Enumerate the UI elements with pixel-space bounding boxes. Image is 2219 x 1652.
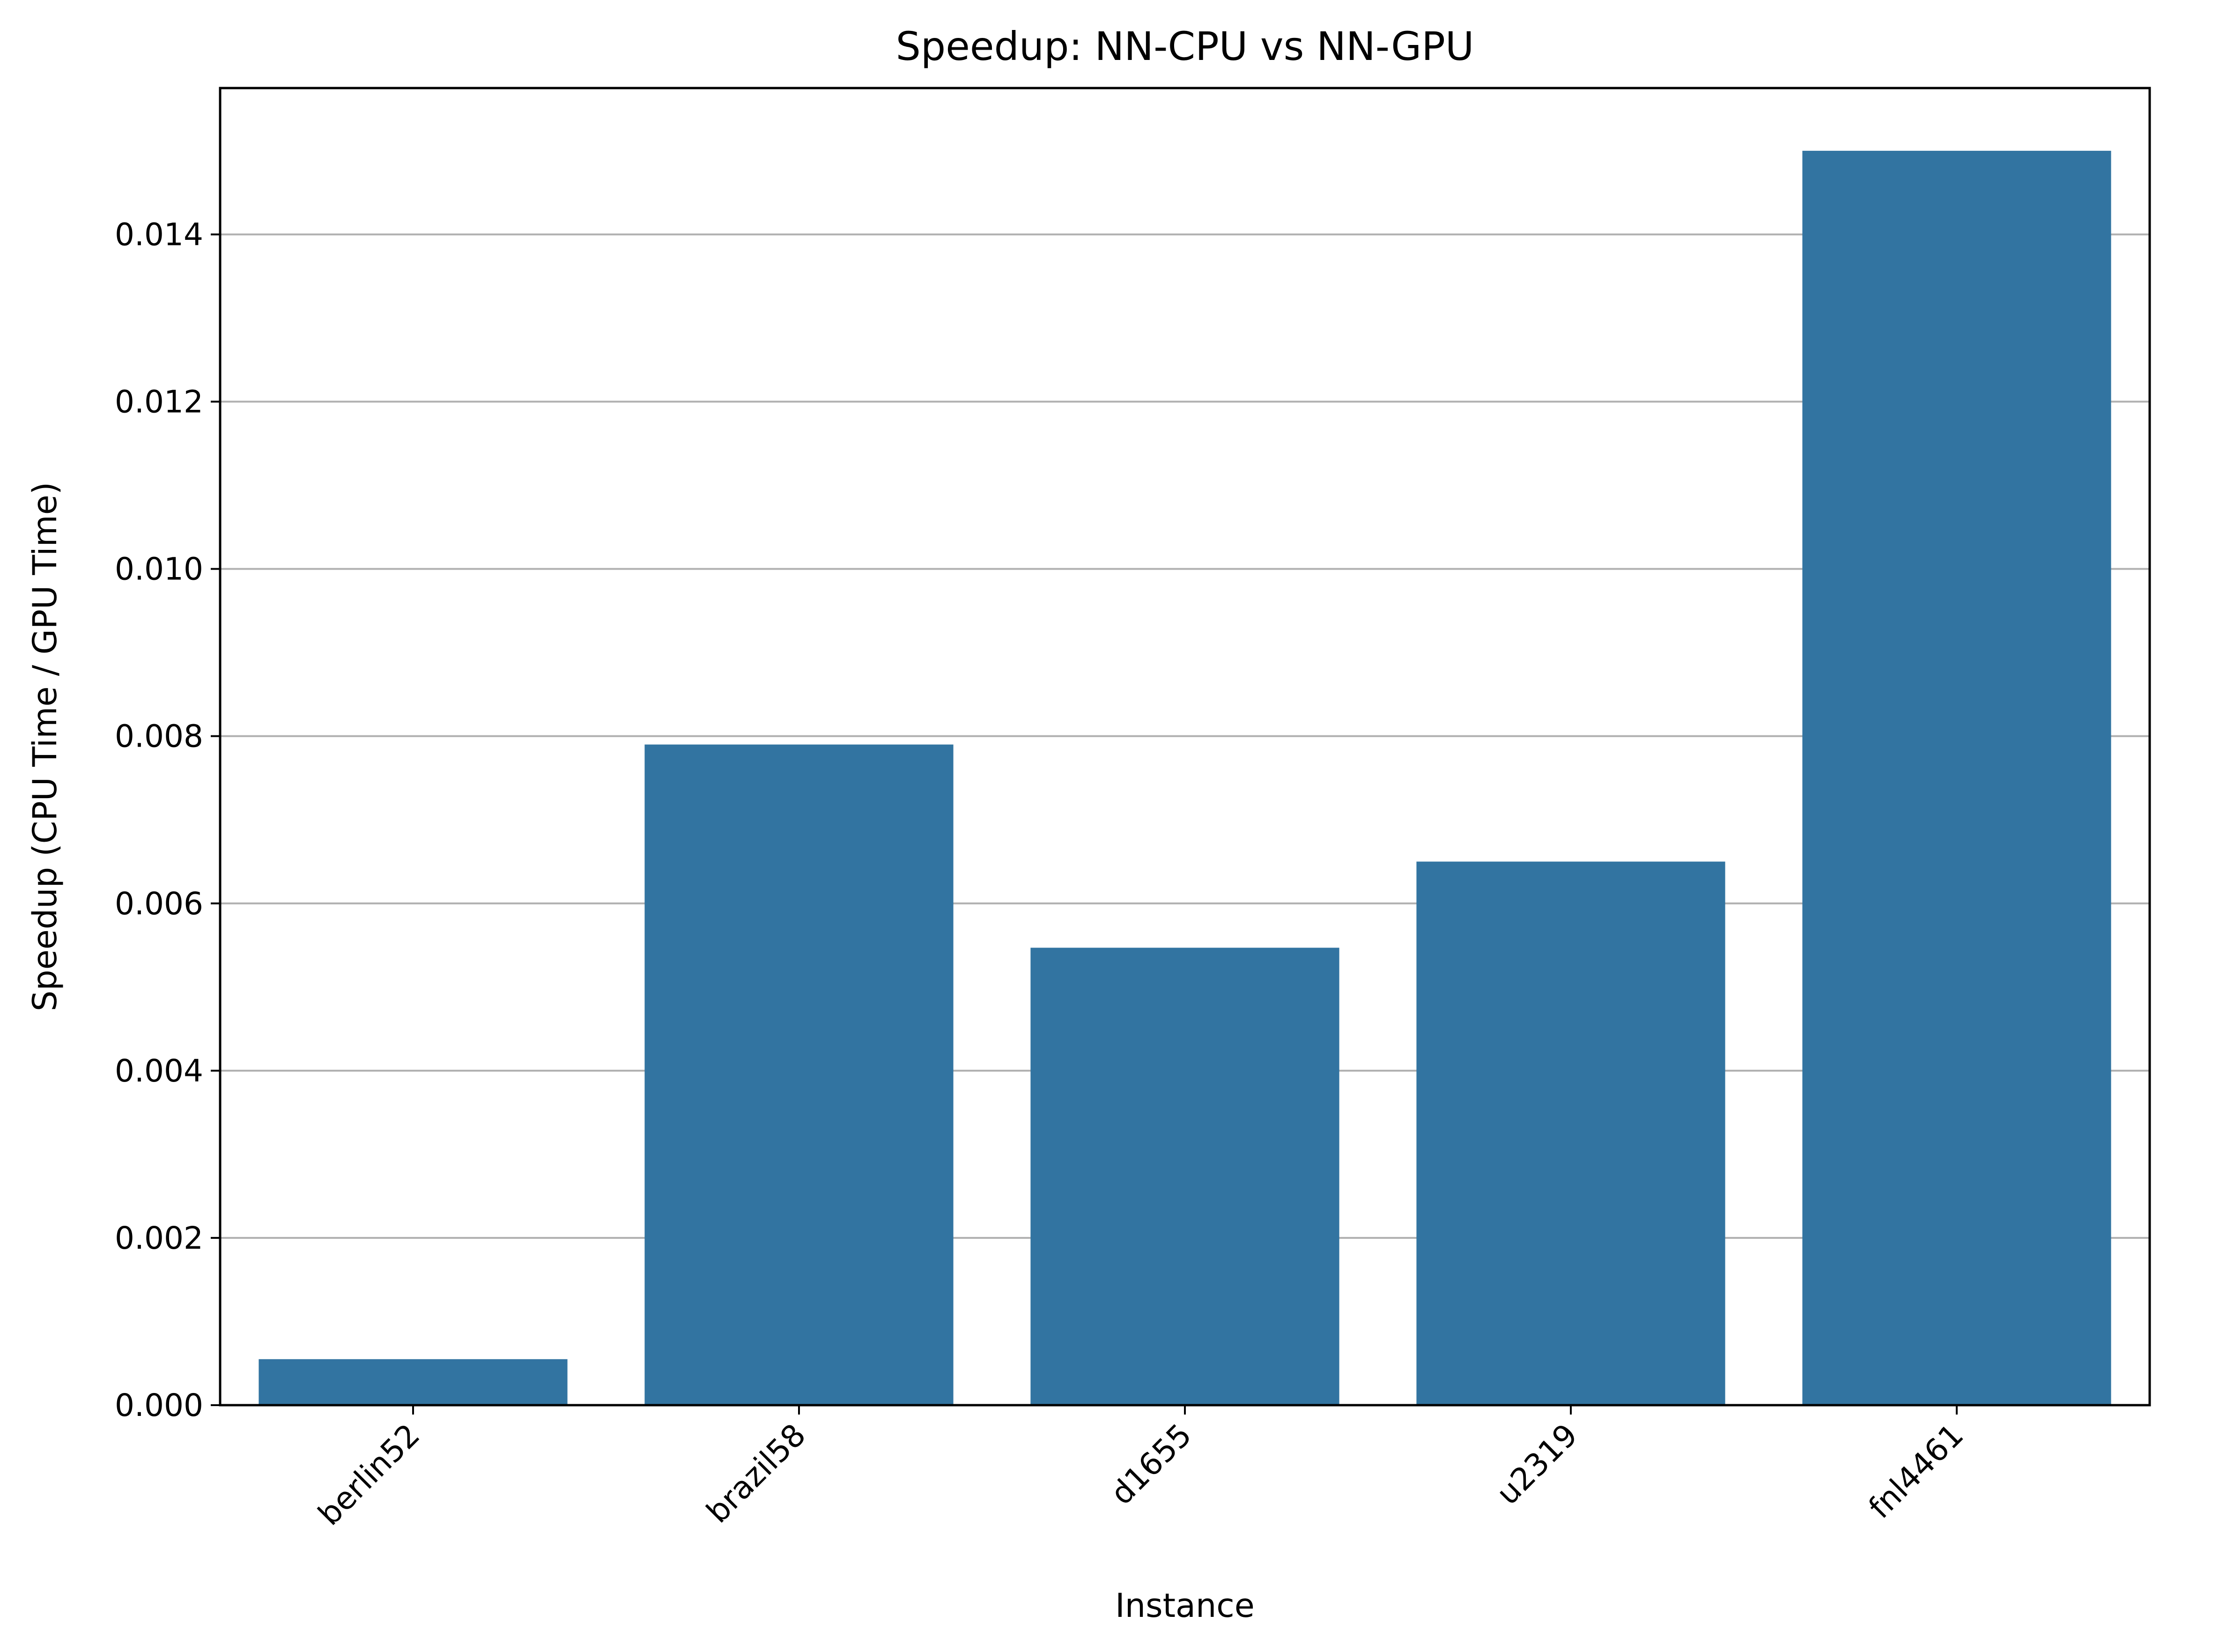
y-tick-label: 0.008 [115,719,203,755]
y-tick-label: 0.012 [115,384,203,420]
bar-fnl4461 [1802,150,2111,1405]
bar-brazil58 [644,744,954,1405]
y-tick-label: 0.014 [115,216,203,252]
x-axis-title: Instance [1115,1586,1255,1625]
bar-u2319 [1416,861,1725,1405]
y-tick-label: 0.002 [115,1220,203,1256]
y-tick-label: 0.006 [115,886,203,922]
y-axis-ticks: 0.000 0.002 0.004 0.006 0.008 0.010 0.012 0.014 [115,216,220,1423]
bar-d1655 [1030,948,1339,1405]
bar-berlin52 [259,1359,568,1405]
y-tick-label: 0.000 [115,1387,203,1423]
bars [259,150,2111,1405]
y-tick-label: 0.004 [115,1053,203,1089]
y-tick-label: 0.010 [115,551,203,587]
chart-title: Speedup: NN-CPU vs NN-GPU [896,23,1474,69]
y-axis-title: Speedup (CPU Time / GPU Time) [26,482,64,1011]
